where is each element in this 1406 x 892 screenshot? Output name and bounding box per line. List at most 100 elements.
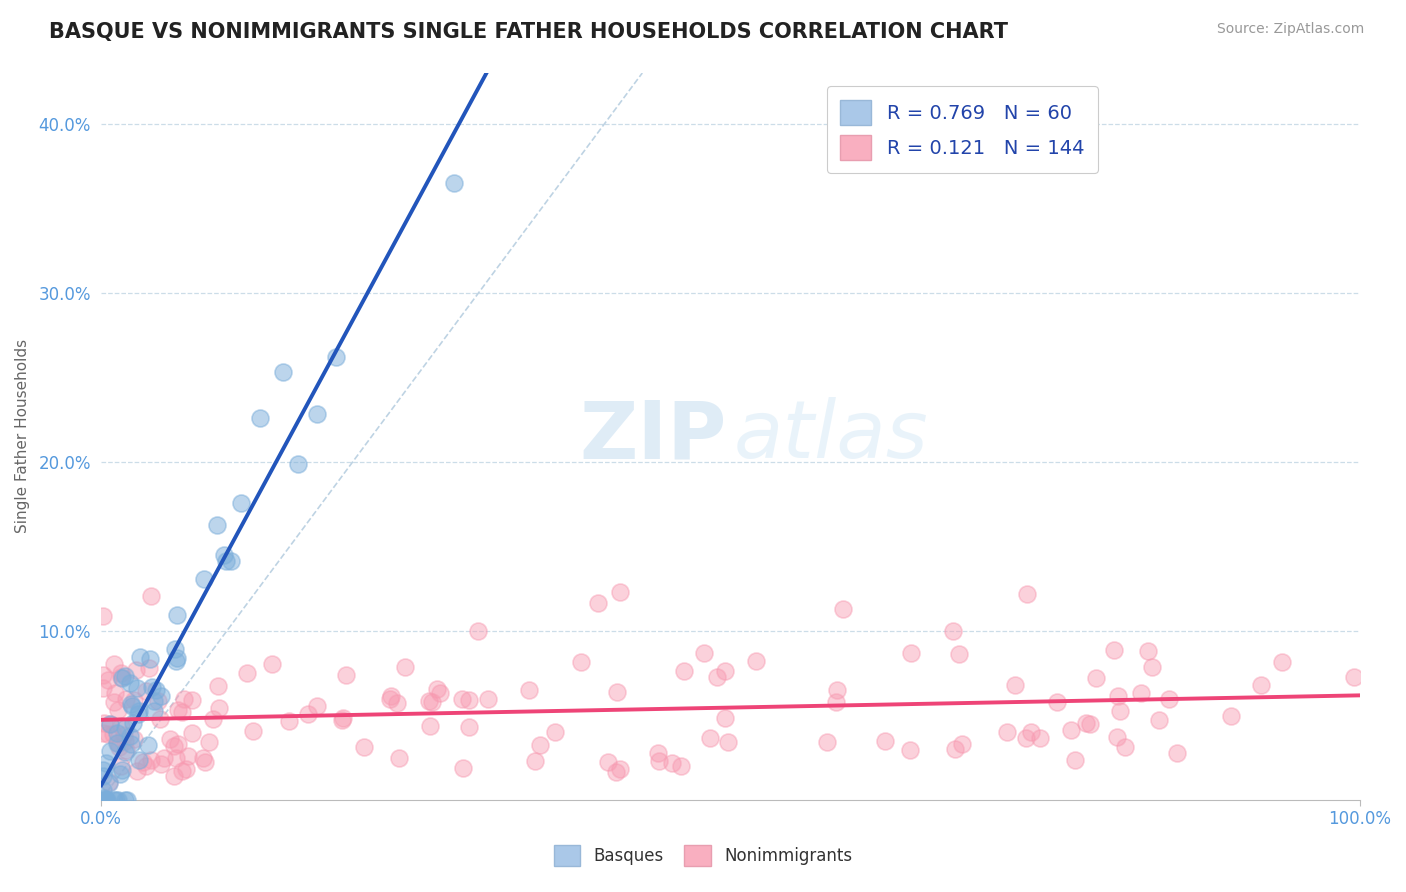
Point: [825, 682, 848, 697]
Point: [166, 737, 188, 751]
Point: [1109, 704, 1132, 718]
Point: [387, 751, 409, 765]
Point: [1004, 678, 1026, 692]
Point: [419, 719, 441, 733]
Point: [1107, 689, 1129, 703]
Point: [193, 572, 215, 586]
Point: [997, 724, 1019, 739]
Point: [262, 657, 284, 671]
Point: [1220, 709, 1243, 723]
Point: [451, 692, 474, 706]
Point: [91, 609, 114, 624]
Legend: R = 0.769   N = 60, R = 0.121   N = 144: R = 0.769 N = 60, R = 0.121 N = 144: [827, 87, 1098, 173]
Point: [212, 548, 235, 562]
Point: [120, 676, 142, 690]
Point: [529, 738, 551, 752]
Point: [745, 654, 768, 668]
Point: [467, 624, 489, 639]
Point: [672, 664, 695, 678]
Point: [163, 769, 186, 783]
Point: [96, 792, 118, 806]
Point: [1271, 655, 1294, 669]
Point: [110, 666, 132, 681]
Point: [125, 681, 148, 695]
Point: [166, 608, 188, 623]
Point: [139, 752, 162, 766]
Point: [112, 728, 135, 742]
Point: [118, 729, 141, 743]
Point: [166, 651, 188, 665]
Point: [136, 738, 159, 752]
Point: [172, 706, 194, 720]
Point: [380, 690, 402, 704]
Point: [120, 698, 142, 712]
Point: [138, 652, 160, 666]
Point: [124, 731, 146, 746]
Point: [544, 724, 567, 739]
Point: [114, 734, 136, 748]
Point: [121, 698, 143, 713]
Point: [647, 747, 669, 761]
Point: [714, 664, 737, 678]
Point: [1076, 715, 1098, 730]
Point: [139, 589, 162, 603]
Point: [332, 711, 354, 725]
Point: [1064, 753, 1087, 767]
Point: [305, 407, 328, 421]
Point: [385, 696, 408, 710]
Point: [115, 743, 138, 757]
Point: [165, 655, 187, 669]
Point: [96, 792, 118, 806]
Point: [669, 759, 692, 773]
Point: [692, 646, 714, 660]
Point: [97, 673, 120, 687]
Point: [105, 736, 128, 750]
Point: [98, 717, 121, 731]
Point: [148, 694, 170, 708]
Point: [101, 727, 124, 741]
Point: [107, 736, 129, 750]
Legend: Basques, Nonimmigrants: Basques, Nonimmigrants: [547, 838, 859, 873]
Point: [107, 792, 129, 806]
Point: [135, 758, 157, 772]
Point: [1078, 716, 1101, 731]
Point: [128, 649, 150, 664]
Point: [832, 602, 855, 616]
Point: [900, 646, 922, 660]
Point: [815, 735, 838, 749]
Point: [1105, 730, 1128, 744]
Point: [125, 663, 148, 677]
Point: [458, 693, 481, 707]
Point: [91, 769, 114, 783]
Point: [330, 714, 353, 728]
Point: [942, 624, 965, 639]
Point: [305, 699, 328, 714]
Point: [125, 764, 148, 778]
Point: [166, 703, 188, 717]
Point: [950, 737, 973, 751]
Point: [1029, 731, 1052, 746]
Point: [1060, 723, 1083, 737]
Point: [122, 692, 145, 706]
Point: [443, 176, 465, 190]
Point: [1157, 691, 1180, 706]
Point: [110, 759, 132, 773]
Point: [605, 764, 627, 779]
Point: [91, 763, 114, 777]
Point: [194, 755, 217, 769]
Point: [898, 743, 921, 757]
Point: [1085, 671, 1108, 685]
Point: [145, 682, 167, 697]
Point: [249, 411, 271, 425]
Point: [948, 647, 970, 661]
Point: [353, 739, 375, 754]
Point: [717, 734, 740, 748]
Point: [105, 726, 128, 740]
Point: [128, 704, 150, 718]
Point: [127, 706, 149, 721]
Point: [180, 693, 202, 707]
Point: [110, 670, 132, 684]
Point: [115, 792, 138, 806]
Point: [420, 695, 443, 709]
Point: [824, 695, 846, 709]
